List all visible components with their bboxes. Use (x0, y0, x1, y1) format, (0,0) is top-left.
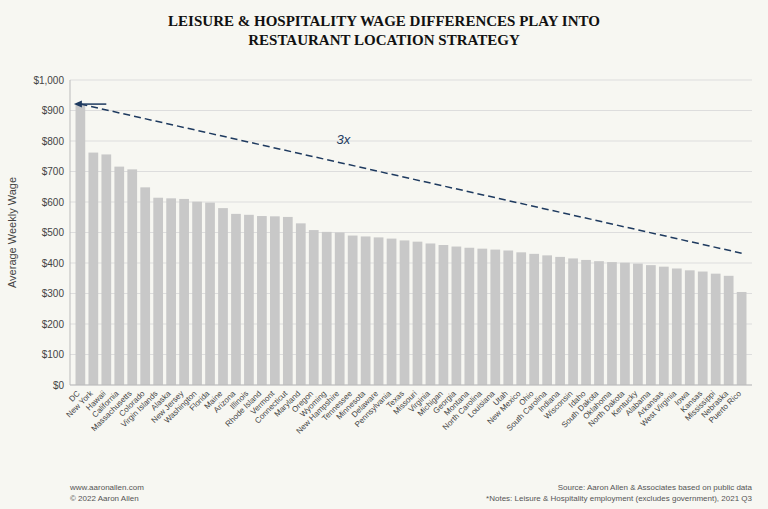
bar (218, 208, 228, 385)
y-tick-label: $200 (42, 319, 65, 330)
bar (153, 198, 163, 385)
y-axis (70, 80, 71, 385)
y-tick-label: $900 (42, 105, 65, 116)
bar (114, 167, 124, 385)
bar (452, 247, 462, 385)
bar (231, 214, 241, 385)
text-line: www.aaronallen.com (69, 483, 144, 492)
bar (387, 239, 397, 385)
bar (309, 230, 319, 385)
annotation: 3x (337, 132, 351, 147)
y-axis-label: Average Weekly Wage (6, 177, 18, 288)
bar (594, 261, 604, 385)
bar (503, 250, 513, 385)
y-tick-label: $1,000 (33, 75, 64, 86)
grid-line (70, 171, 752, 172)
bar (127, 169, 137, 385)
bar (659, 267, 669, 385)
bar (192, 202, 202, 385)
grid-line (70, 110, 752, 111)
bar (322, 232, 332, 385)
bar (205, 203, 215, 385)
bar (244, 215, 254, 385)
x-tick-label: Pennsylvania (353, 389, 393, 429)
bar (555, 257, 565, 385)
bar (270, 216, 280, 385)
bar (737, 292, 747, 385)
bar (335, 233, 345, 386)
trend-line (80, 104, 741, 253)
bar (140, 187, 150, 385)
y-tick-label: $100 (42, 349, 65, 360)
y-tick-label: $0 (53, 380, 65, 391)
bar (490, 250, 500, 385)
bar (529, 254, 539, 385)
bar (257, 216, 267, 385)
y-tick-label: $500 (42, 227, 65, 238)
bar (620, 263, 630, 385)
bar (283, 217, 293, 385)
bar (400, 240, 410, 385)
bar (581, 260, 591, 385)
text-line: *Notes: Leisure & Hospitality employment… (486, 494, 752, 503)
plot-area (74, 101, 747, 385)
grid-line (70, 385, 752, 386)
bar (361, 236, 371, 385)
chart: $0 $100 $200 $300 $400 $500 $600 $700 $800 $900 $1… (0, 0, 768, 509)
bar (646, 265, 656, 385)
text-line: Source: Aaron Allen & Associates based o… (558, 483, 753, 492)
bar (166, 198, 176, 385)
bar (711, 274, 721, 385)
y-tick-label: $600 (42, 197, 65, 208)
background (0, 0, 768, 509)
bar (426, 243, 436, 385)
bar (413, 242, 423, 385)
x-axis (70, 385, 752, 386)
bar (607, 262, 617, 385)
bar (698, 272, 708, 385)
grid-line (70, 80, 752, 81)
bar (296, 223, 306, 385)
bar (439, 245, 449, 385)
y-tick-label: $400 (42, 258, 65, 269)
bar (348, 236, 358, 385)
bar (374, 237, 384, 385)
arrow-shaft (81, 103, 106, 105)
bar (516, 252, 526, 385)
bar (633, 264, 643, 385)
text-line: RESTAURANT LOCATION STRATEGY (248, 32, 520, 48)
y-tick-label: $300 (42, 288, 65, 299)
bar (76, 104, 86, 385)
footer-right: Source: Aaron Allen & Associates based o… (486, 483, 752, 503)
arrow-head (74, 101, 82, 108)
bar (542, 255, 552, 385)
footer-left: www.aaronallen.com © 2022 Aaron Allen (69, 483, 144, 503)
text-line: LEISURE & HOSPITALITY WAGE DIFFERENCES P… (168, 13, 600, 29)
y-tick-label: $800 (42, 136, 65, 147)
grid-line (70, 141, 752, 142)
bar (685, 270, 695, 385)
bar (477, 249, 487, 385)
bar (724, 276, 734, 385)
x-tick-label: West Virginia (639, 389, 679, 429)
bar (672, 268, 682, 385)
bar (464, 248, 474, 385)
bar (179, 199, 189, 385)
bar (568, 258, 578, 385)
y-tick-label: $700 (42, 166, 65, 177)
x-tick-label: Puerto Rico (707, 389, 743, 425)
bar (101, 154, 111, 385)
bar (88, 153, 98, 385)
text-line: © 2022 Aaron Allen (70, 494, 139, 503)
title: LEISURE & HOSPITALITY WAGE DIFFERENCES P… (168, 13, 600, 48)
